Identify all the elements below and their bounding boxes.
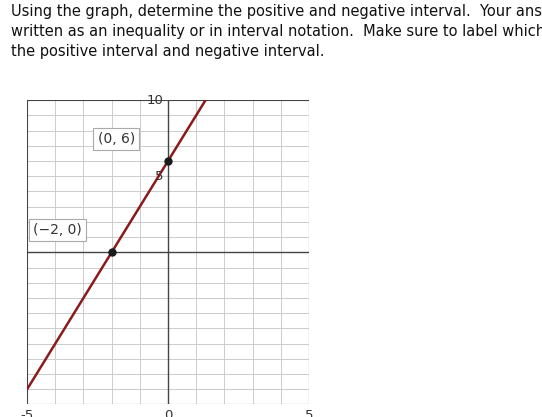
Text: -5: -5 xyxy=(21,409,34,417)
Text: 5: 5 xyxy=(156,170,164,183)
Text: (0, 6): (0, 6) xyxy=(98,132,135,146)
Text: 5: 5 xyxy=(305,409,313,417)
Text: (−2, 0): (−2, 0) xyxy=(33,223,81,237)
Text: 0: 0 xyxy=(164,409,172,417)
Text: 10: 10 xyxy=(147,93,164,107)
Text: Using the graph, determine the positive and negative interval.  Your answer can : Using the graph, determine the positive … xyxy=(11,4,542,59)
